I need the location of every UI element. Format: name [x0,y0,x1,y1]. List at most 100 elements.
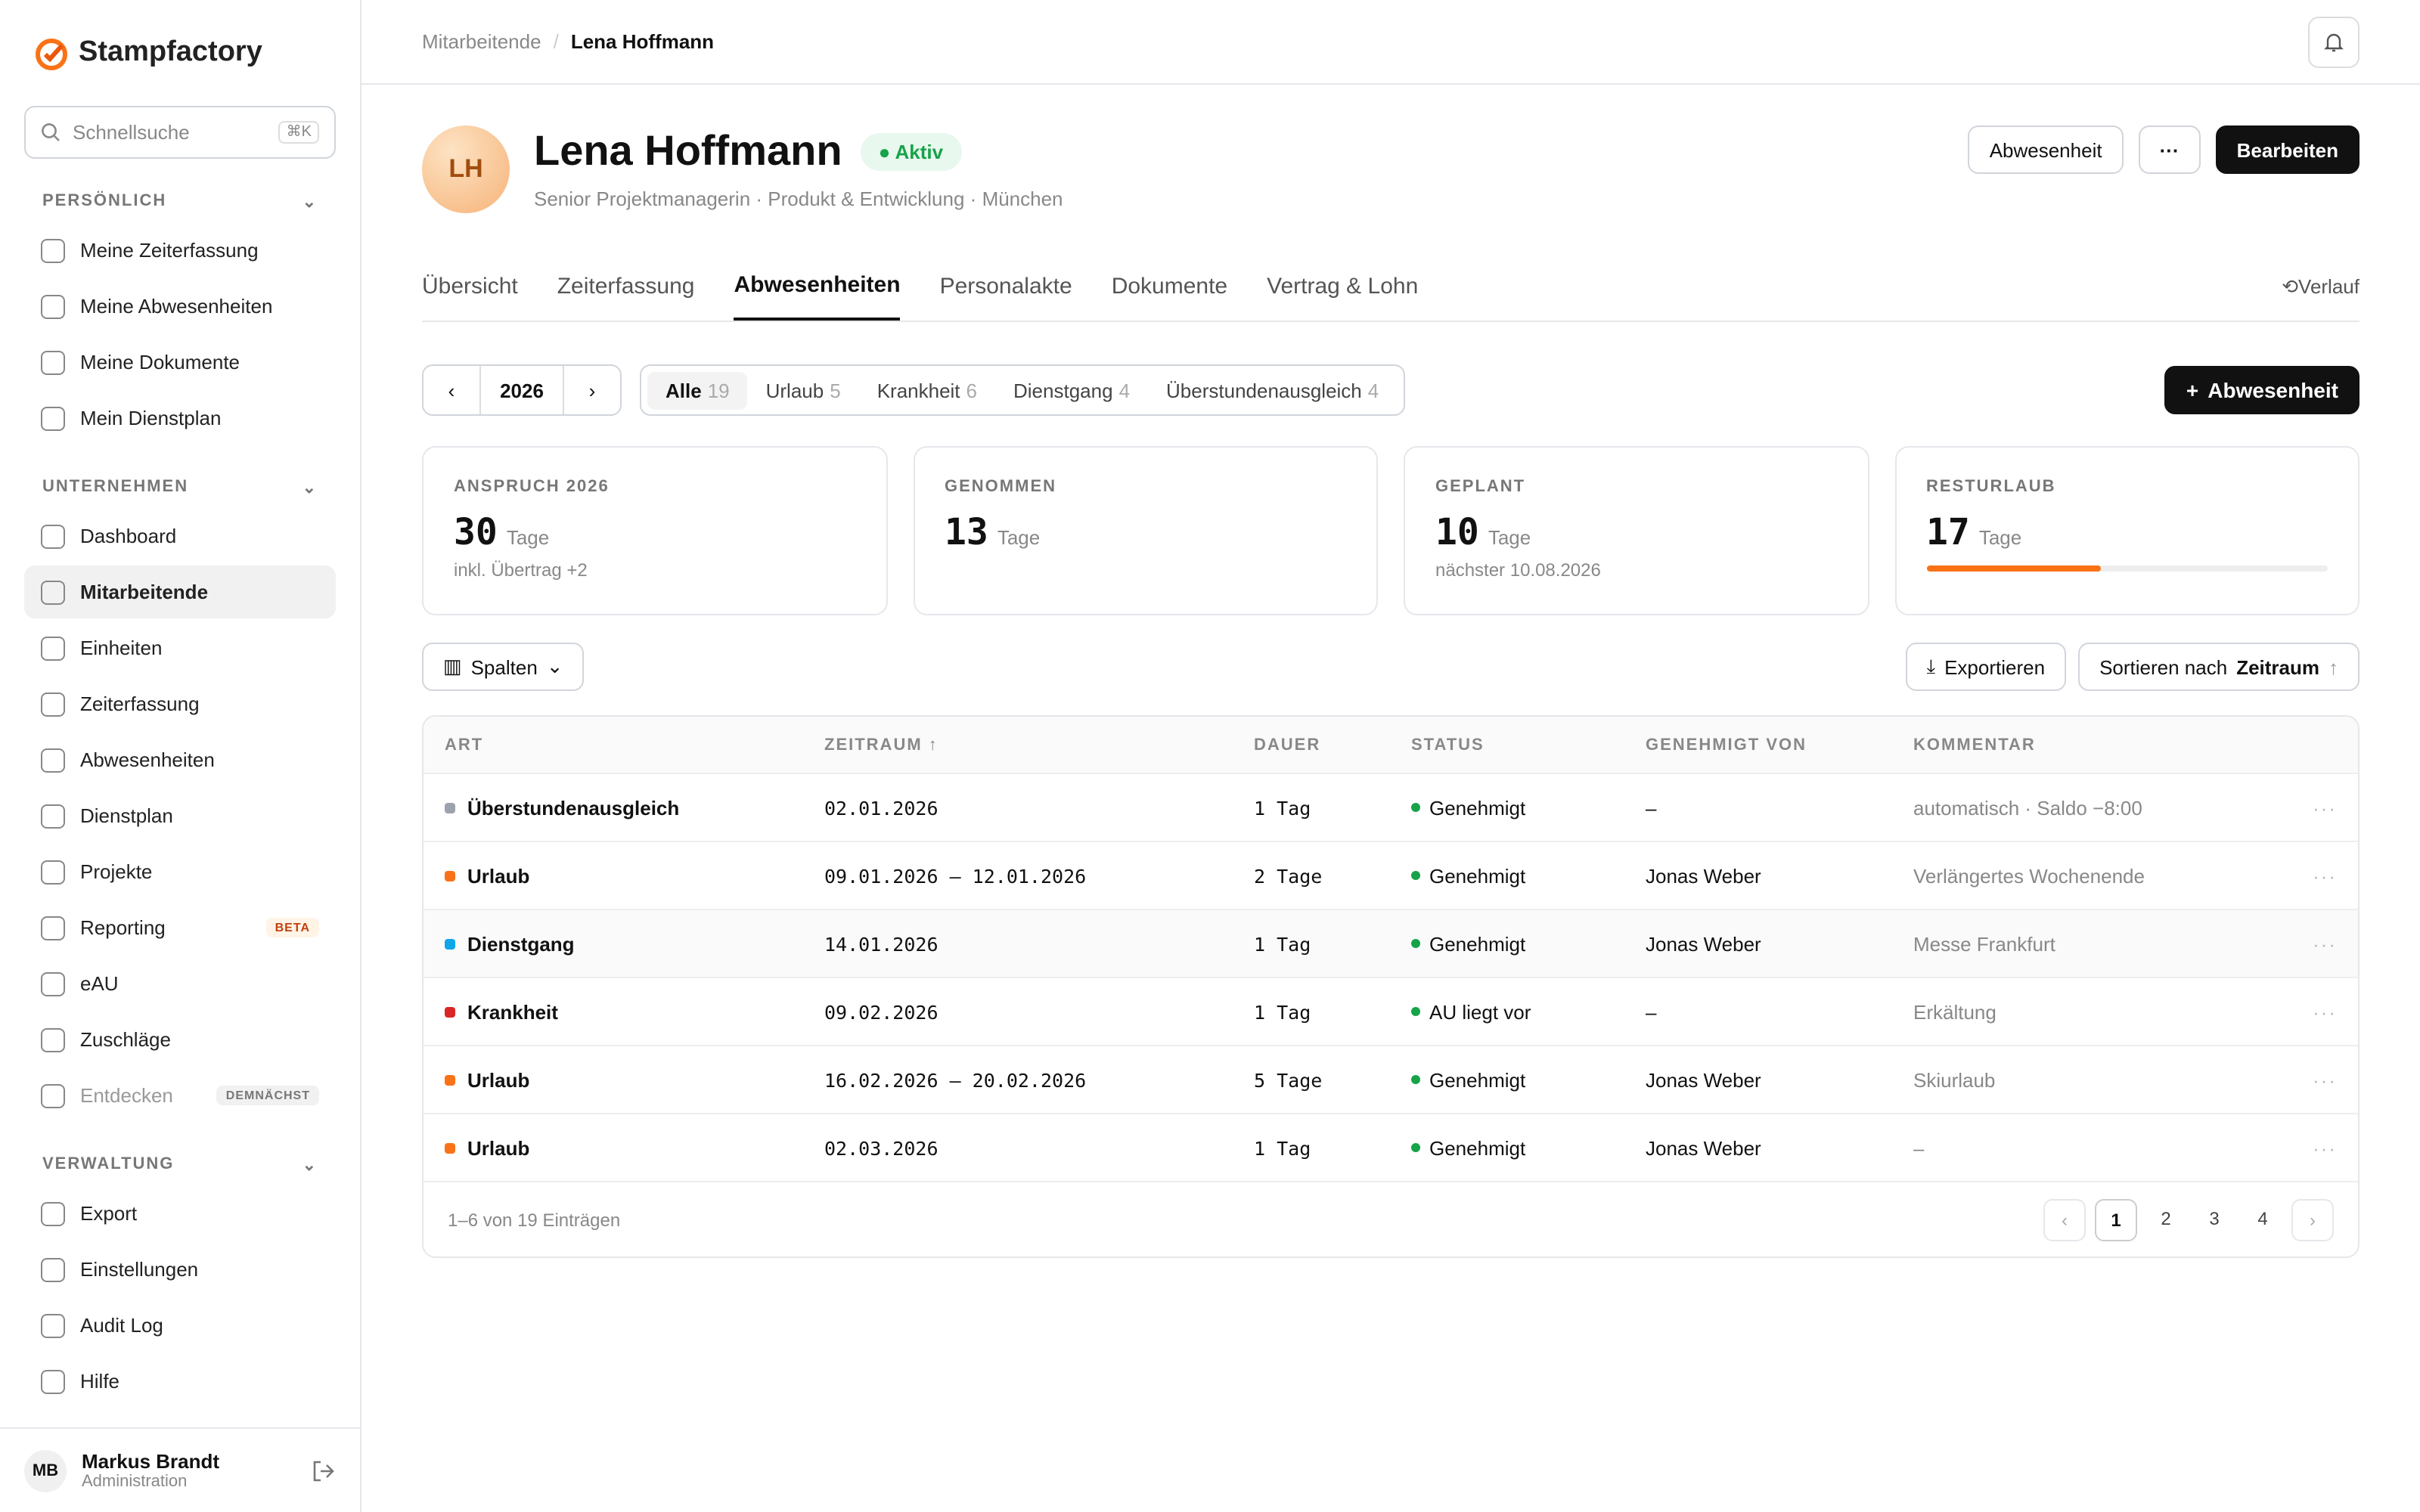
row-menu[interactable]: ··· [2313,1068,2337,1091]
approver: Jonas Weber [1646,1068,1761,1091]
cell-status: Genehmigt [1411,1068,1646,1091]
nav-section[interactable]: PERSÖNLICH ⌄ [24,192,336,212]
nav-item[interactable]: Audit Log [24,1299,336,1352]
table-row[interactable]: Überstundenausgleich 02.01.2026 1 Tag Geneh… [424,773,2358,841]
cell-type: Überstundenausgleich [445,796,824,819]
tab[interactable]: Abwesenheiten [734,253,901,321]
filter-count: 4 [1367,379,1379,401]
export-button[interactable]: ⤓ Exportieren [1905,643,2067,691]
nav-item[interactable]: Abwesenheiten [24,733,336,786]
profile-avatar: LH [422,125,510,212]
nav-item[interactable]: Projekte [24,845,336,898]
history[interactable]: ⟲ Verlauf [2282,253,2360,321]
nav-item[interactable]: Meine Zeiterfassung [24,224,336,277]
tab[interactable]: Zeiterfassung [557,274,695,299]
filter[interactable]: Alle 19 [647,371,748,409]
tab[interactable]: Dokumente [1111,274,1228,299]
nav-item[interactable]: Einheiten [24,621,336,674]
column-header[interactable]: GENEHMIGT VON [1646,736,1807,754]
summary: 1–6 von 19 Einträgen [448,1209,621,1230]
nav-label: Abwesenheiten [80,748,215,771]
column-header[interactable]: STATUS [1411,736,1485,754]
period: 09.01.2026 – 12.01.2026 [824,864,1087,887]
page[interactable]: 3 [2209,1207,2220,1228]
nav-item[interactable]: Reporting BETA [24,901,336,954]
filter[interactable]: Urlaub 5 [748,371,859,409]
tab[interactable]: Übersicht [422,274,518,299]
table-row[interactable]: Urlaub 16.02.2026 – 20.02.2026 5 Tage Geneh… [424,1045,2358,1113]
prev-page[interactable]: ‹ [2043,1198,2086,1241]
brand[interactable]: Stampfactory [24,0,336,106]
type-color [445,1006,455,1017]
nav-item[interactable]: Meine Dokumente [24,336,336,389]
nav-item[interactable]: Entdecken DEMNÄCHST [24,1069,336,1122]
edit-button[interactable]: Bearbeiten [2215,125,2360,174]
tab[interactable]: Vertrag & Lohn [1267,274,1419,299]
columns-button[interactable]: ▥ Spalten ⌄ [422,643,585,691]
page[interactable]: 1 [2095,1198,2137,1241]
nav-item[interactable]: Export [24,1187,336,1240]
row-menu[interactable]: ··· [2313,1000,2337,1023]
nav-item[interactable]: Meine Abwesenheiten [24,280,336,333]
nav-item[interactable]: eAU [24,957,336,1010]
nav-section[interactable]: UNTERNEHMEN ⌄ [24,478,336,497]
page[interactable]: 4 [2257,1207,2268,1228]
filter[interactable]: Dienstgang 4 [995,371,1148,409]
nav-item[interactable]: Einstellungen [24,1243,336,1296]
nav-label: Reporting [80,916,166,939]
search-placeholder: Schnellsuche [73,121,190,144]
nav-badge: BETA [265,918,319,937]
nav-item[interactable]: Dashboard [24,510,336,562]
tab[interactable]: Personalakte [939,274,1072,299]
column-header[interactable]: ZEITRAUM ↑ [824,736,939,754]
bell-icon [2324,33,2344,51]
filter-row: ‹ 2026 › Alle 19 Urlaub 5 Krankheit 6 Dienstga… [422,364,2360,416]
sort-button[interactable]: Sortieren nach Zeitraum ↑ [2078,643,2360,691]
row-menu[interactable]: ··· [2313,796,2337,819]
nav-item[interactable]: Hilfe [24,1355,336,1408]
nav-label: Audit Log [80,1314,163,1337]
cell-comment: – [1913,1136,2313,1159]
nav: PERSÖNLICH ⌄ Meine Zeiterfassung Meine Abwe… [24,159,336,1411]
column-header[interactable]: KOMMENTAR [1913,736,2036,754]
row-menu[interactable]: ··· [2313,932,2337,955]
more-button[interactable]: ··· [2138,125,2201,174]
next-page[interactable]: › [2291,1198,2334,1241]
page[interactable]: 2 [2161,1207,2171,1228]
table-row[interactable]: Urlaub 09.01.2026 – 12.01.2026 2 Tage Geneh… [424,841,2358,909]
filter[interactable]: Krankheit 6 [859,371,995,409]
nav-item[interactable]: Mein Dienstplan [24,392,336,445]
status: Genehmigt [1429,1068,1526,1091]
nav-section[interactable]: VERWALTUNG ⌄ [24,1155,336,1175]
status: Aktiv [895,140,944,163]
table-row[interactable]: Urlaub 02.03.2026 1 Tag Genehmigt Jonas Webe… [424,1113,2358,1181]
add-absence[interactable]: + Abwesenheit [2164,366,2360,414]
table-row[interactable]: Dienstgang 14.01.2026 1 Tag Genehmigt Jonas … [424,909,2358,977]
stat-note: nächster 10.08.2026 [1435,559,1601,581]
table-row[interactable]: Krankheit 09.02.2026 1 Tag AU liegt vor – Erk… [424,977,2358,1045]
logout[interactable] [312,1458,336,1483]
cell-type: Urlaub [445,1136,824,1159]
search[interactable]: Schnellsuche ⌘K [24,106,336,159]
nav-item[interactable]: Zeiterfassung [24,677,336,730]
absence-button[interactable]: Abwesenheit [1968,125,2124,174]
row-menu[interactable]: ··· [2313,1136,2337,1159]
nav-item[interactable]: Dienstplan [24,789,336,842]
column-header[interactable]: ART [445,736,484,754]
stat-unit: Tage [506,526,550,549]
nav-item[interactable]: Mitarbeitende [24,565,336,618]
user-role: Administration [82,1473,188,1491]
logo [36,39,67,70]
filter[interactable]: Überstundenausgleich 4 [1148,371,1397,409]
row-menu[interactable]: ··· [2313,864,2337,887]
column-header[interactable]: DAUER [1254,736,1321,754]
nav-item[interactable]: Zuschläge [24,1013,336,1066]
notifications[interactable] [2308,16,2360,67]
breadcrumb-link[interactable]: Mitarbeitende [422,30,541,53]
history-label: Verlauf [2298,275,2360,298]
cell-period: 16.02.2026 – 20.02.2026 [824,1068,1254,1091]
next-year[interactable]: › [588,379,596,401]
filter-count: 5 [830,379,841,401]
separator: / [553,30,559,53]
prev-year[interactable]: ‹ [448,379,455,401]
